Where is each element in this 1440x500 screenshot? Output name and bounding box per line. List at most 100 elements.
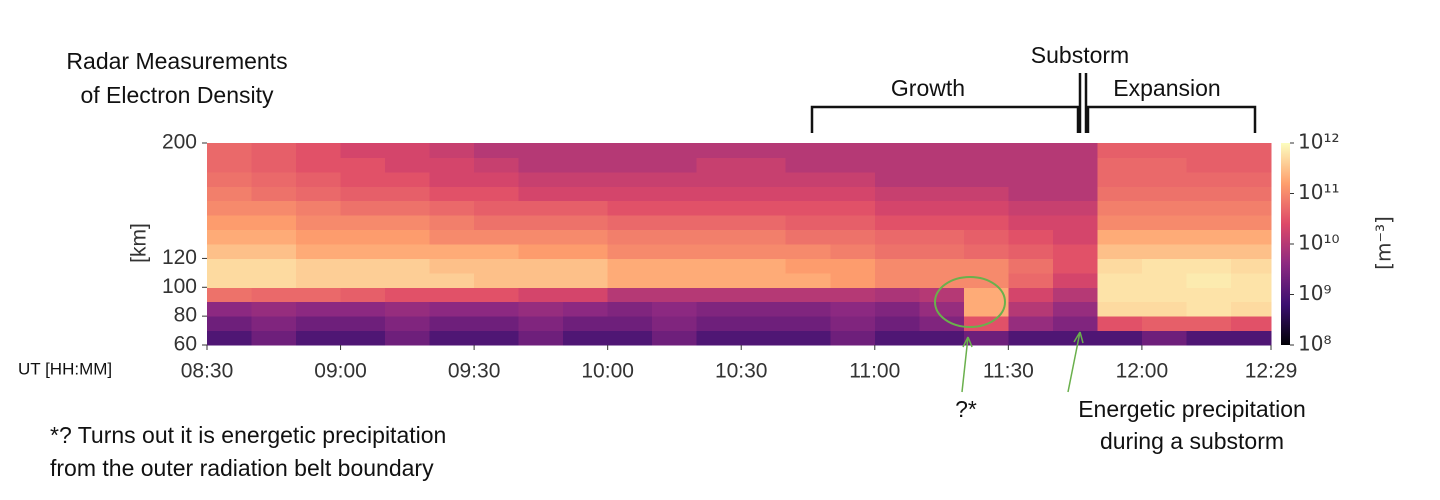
heatmap-cell xyxy=(207,258,253,274)
heatmap-cell xyxy=(1008,272,1054,288)
heatmap-cell xyxy=(696,157,742,173)
heatmap-cell xyxy=(563,330,609,346)
heatmap-cell xyxy=(207,171,253,187)
heatmap-cell xyxy=(963,157,1009,173)
heatmap-cell xyxy=(1186,229,1232,245)
heatmap-cell xyxy=(1097,330,1143,346)
heatmap-cell xyxy=(1052,186,1098,202)
heatmap-cell xyxy=(963,171,1009,187)
x-axis-label: UT [HH:MM] xyxy=(18,359,112,378)
heatmap-cell xyxy=(251,272,297,288)
heatmap-cell xyxy=(429,157,475,173)
heatmap-cell xyxy=(563,157,609,173)
heatmap-cell xyxy=(1097,258,1143,274)
heatmap-cell xyxy=(1008,157,1054,173)
heatmap-cell xyxy=(518,186,564,202)
heatmap-cell xyxy=(741,272,787,288)
heatmap-cell xyxy=(251,157,297,173)
heatmap-cell xyxy=(340,258,386,274)
heatmap-cell xyxy=(696,229,742,245)
heatmap-cell xyxy=(1230,171,1272,187)
heatmap-cell xyxy=(429,301,475,317)
y-tick-label: 120 xyxy=(162,246,197,269)
annotation: Energetic precipitation xyxy=(1078,396,1306,422)
heatmap-cell xyxy=(874,316,920,332)
heatmap-cell xyxy=(385,272,431,288)
heatmap-cell xyxy=(1052,301,1098,317)
heatmap-cell xyxy=(340,215,386,231)
heatmap-cell xyxy=(518,229,564,245)
heatmap-cell xyxy=(296,258,342,274)
heatmap-cell xyxy=(874,143,920,158)
heatmap-cell xyxy=(1052,171,1098,187)
heatmap-cell xyxy=(1230,330,1272,346)
heatmap-cell xyxy=(607,272,653,288)
heatmap-cell xyxy=(1052,200,1098,216)
y-tick-label: 80 xyxy=(174,304,197,327)
heatmap-cell xyxy=(518,287,564,303)
heatmap-cell xyxy=(1097,316,1143,332)
heatmap-cell xyxy=(652,143,698,158)
heatmap-cell xyxy=(963,143,1009,158)
heatmap-cell xyxy=(385,143,431,158)
heatmap-cell xyxy=(741,316,787,332)
heatmap-cell xyxy=(1186,301,1232,317)
heatmap-cell xyxy=(251,229,297,245)
heatmap-cell xyxy=(1052,244,1098,259)
heatmap-cell xyxy=(340,272,386,288)
heatmap-cell xyxy=(1230,143,1272,158)
heatmap-cell xyxy=(340,171,386,187)
heatmap-cell xyxy=(1052,330,1098,346)
colorbar-label: [m⁻³] xyxy=(1372,216,1396,270)
heatmap-cell xyxy=(296,244,342,259)
heatmap-cell xyxy=(563,287,609,303)
heatmap-cell xyxy=(785,143,831,158)
heatmap-cell xyxy=(1141,186,1187,202)
heatmap-cell xyxy=(518,171,564,187)
heatmap-cell xyxy=(785,244,831,259)
heatmap-cell xyxy=(830,171,876,187)
heatmap-cell xyxy=(1230,215,1272,231)
heatmap-cell xyxy=(385,200,431,216)
heatmap-cell xyxy=(385,316,431,332)
heatmap-cell xyxy=(652,287,698,303)
annotation: Growth xyxy=(891,75,965,101)
phase-bracket xyxy=(810,73,1257,133)
heatmap-cell xyxy=(1186,186,1232,202)
heatmap-cell xyxy=(474,200,520,216)
heatmap-cell xyxy=(1141,200,1187,216)
heatmap-cell xyxy=(1186,200,1232,216)
highlight-ellipse xyxy=(934,276,1006,328)
heatmap-cell xyxy=(296,272,342,288)
heatmap-cell xyxy=(1141,258,1187,274)
footnote: from the outer radiation belt boundary xyxy=(50,455,434,481)
heatmap-cell xyxy=(429,143,475,158)
heatmap-cell xyxy=(1097,215,1143,231)
heatmap-cell xyxy=(874,258,920,274)
heatmap-cell xyxy=(474,330,520,346)
heatmap-cell xyxy=(607,229,653,245)
heatmap-cell xyxy=(563,215,609,231)
heatmap-cell xyxy=(563,229,609,245)
heatmap-cell xyxy=(1008,301,1054,317)
heatmap-cell xyxy=(607,330,653,346)
heatmap-cell xyxy=(785,272,831,288)
heatmap-cell xyxy=(652,258,698,274)
heatmap-cell xyxy=(207,287,253,303)
heatmap-cell xyxy=(607,244,653,259)
heatmap-cell xyxy=(296,171,342,187)
heatmap-cell xyxy=(1008,316,1054,332)
heatmap-cell xyxy=(741,143,787,158)
heatmap-cell xyxy=(1008,229,1054,245)
heatmap-cell xyxy=(1186,215,1232,231)
heatmap-cell xyxy=(785,301,831,317)
heatmap-cell xyxy=(963,258,1009,274)
heatmap-cell xyxy=(830,157,876,173)
annotation: Substorm xyxy=(1031,42,1129,68)
heatmap-cell xyxy=(251,301,297,317)
heatmap-cell xyxy=(474,186,520,202)
heatmap-cell xyxy=(296,229,342,245)
arrow xyxy=(1067,331,1081,393)
heatmap-cell xyxy=(563,272,609,288)
heatmap-cell xyxy=(1008,258,1054,274)
